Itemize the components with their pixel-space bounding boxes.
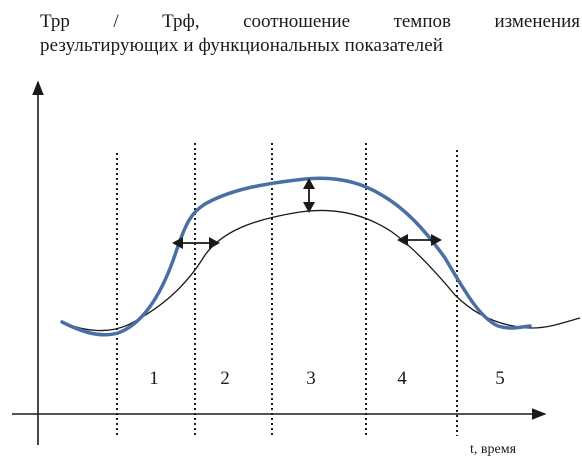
zone-label-4: 4 [397, 368, 407, 389]
gap-arrow-zone-4 [397, 234, 442, 246]
gap-arrow-zone-2 [172, 237, 220, 249]
zone-label-5: 5 [495, 368, 505, 389]
functional-curve [61, 209, 581, 332]
gap-arrow-zone-3 [303, 178, 315, 213]
title-line-2: результирующих и функциональных показате… [40, 35, 444, 56]
zone-label-2: 2 [220, 368, 230, 389]
x-axis-label: t, время [470, 442, 517, 457]
zone-label-3: 3 [306, 368, 316, 389]
result-curve [60, 176, 532, 337]
zone-dividers [116, 143, 458, 436]
title-line-1: Трр / Трф, соотношение темпов изменения [40, 11, 580, 32]
gap-arrows [172, 178, 442, 249]
diagram-title: Трр / Трф, соотношение темпов изменения … [40, 10, 580, 58]
zone-label-1: 1 [149, 368, 159, 389]
